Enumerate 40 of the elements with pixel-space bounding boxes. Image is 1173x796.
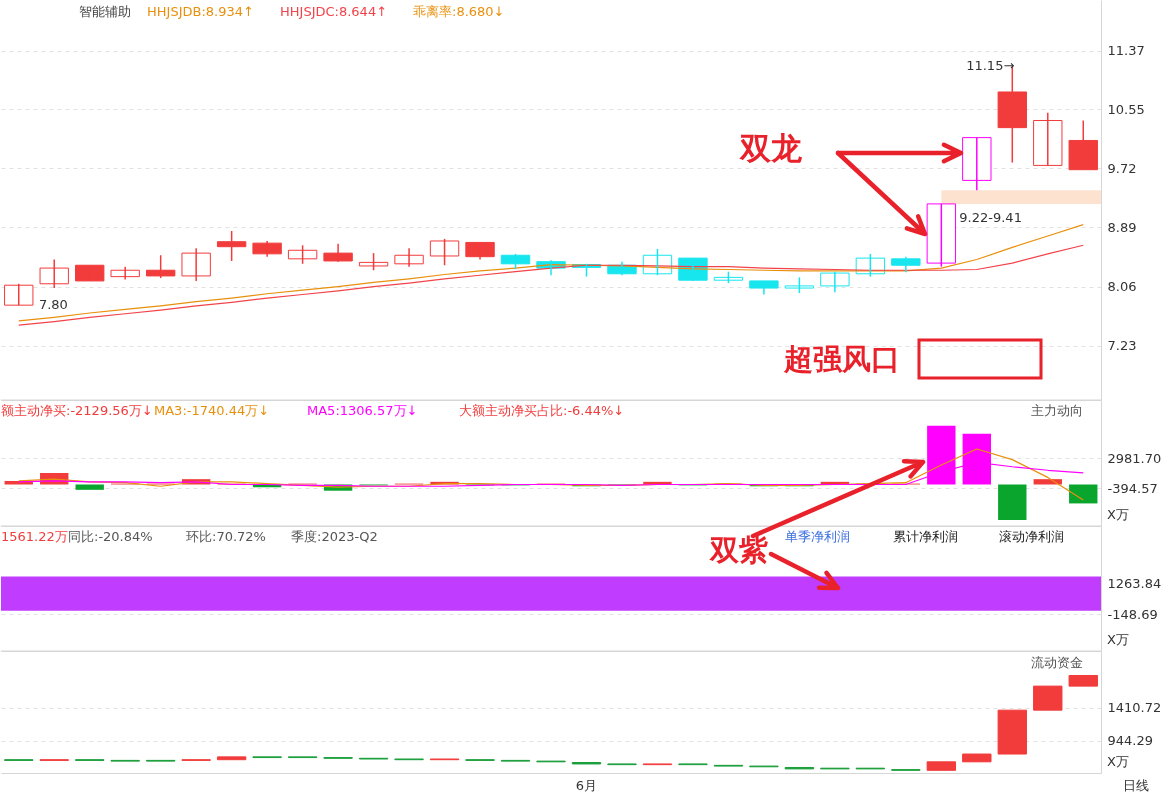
band-label: 9.22-9.41 [959, 209, 1022, 225]
y-tick-label: 9.72 [1107, 160, 1137, 176]
y-tick-label: -148.69 [1107, 606, 1158, 622]
y-tick-label: 11.37 [1107, 43, 1145, 59]
annotation: 同比:-20.84% [68, 529, 153, 544]
annotation: 环比:70.72% [186, 529, 266, 544]
annotation: 滚动净利润 [999, 529, 1064, 544]
annotation: 7.80 [38, 297, 68, 313]
annotation: 11.15→ [966, 58, 1015, 74]
text: HHJSJDB:8.934↑ [147, 4, 254, 19]
y-axis-title: X万 [1107, 754, 1129, 769]
annotation: 双紫 [709, 533, 768, 567]
text: HHJSJDC:8.644↑ [280, 4, 388, 19]
y-tick-label: -394.57 [1107, 480, 1158, 496]
y-tick-label: 1263.84 [1107, 575, 1162, 591]
annotation: 超强风口 [783, 342, 900, 376]
chart-title: 主力动向 [1031, 403, 1083, 418]
y-tick-label: 2981.70 [1107, 450, 1162, 466]
y-tick-label: 7.23 [1107, 338, 1137, 354]
y-tick-label: 8.89 [1107, 219, 1137, 235]
annotation: 1561.22万 [1, 529, 68, 544]
text: MA5:1306.57万↓ [307, 403, 418, 418]
annotation: 智能辅助 [79, 4, 131, 19]
x-tick-label: 6月 [575, 777, 598, 793]
y-tick-label: 944.29 [1107, 733, 1153, 749]
chart-title: 流动资金 [1031, 655, 1083, 670]
text: 日线 [1123, 778, 1149, 793]
y-tick-label: 1410.72 [1107, 700, 1162, 716]
y-axis-title: X万 [1107, 632, 1129, 647]
annotation: 季度:2023-Q2 [291, 529, 378, 544]
annotation: 大额主动净买占比:-6.44%↓ [459, 403, 625, 418]
annotation: 累计净利润 [893, 529, 958, 544]
y-tick-label: 8.06 [1107, 279, 1137, 295]
y-axis-title: X万 [1107, 507, 1129, 522]
annotation: 乖离率:8.680↓ [413, 4, 505, 19]
text: 额主动净买:-2129.56万↓ [1, 403, 153, 418]
text: MA3:-1740.44万↓ [154, 403, 270, 418]
annotation: 单季净利润 [785, 529, 850, 544]
annotation: 双龙 [739, 130, 803, 166]
y-tick-label: 10.55 [1107, 101, 1145, 117]
